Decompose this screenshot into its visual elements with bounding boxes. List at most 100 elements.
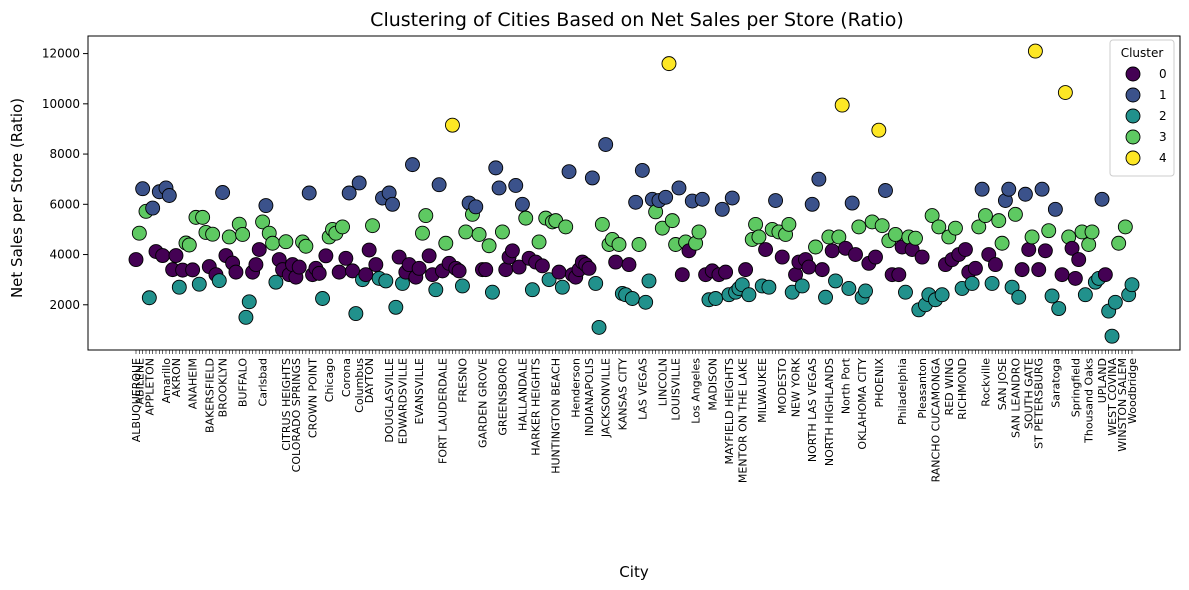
- point-cluster-1: [488, 160, 504, 176]
- x-tick-label: SAN LEANDRO: [1009, 358, 1022, 438]
- point-cluster-3: [971, 219, 987, 235]
- point-cluster-1: [145, 200, 161, 216]
- point-cluster-0: [318, 248, 334, 264]
- point-cluster-2: [898, 284, 913, 300]
- point-cluster-3: [654, 220, 670, 236]
- x-tick-label: FRESNO: [456, 358, 469, 403]
- point-cluster-3: [948, 220, 963, 236]
- point-cluster-0: [718, 264, 734, 280]
- point-cluster-1: [844, 195, 860, 211]
- point-cluster-1: [768, 193, 784, 208]
- x-tick-label: RED WING: [943, 358, 956, 415]
- x-tick-label: LAS VEGAS: [636, 358, 649, 420]
- x-tick-label: Rockville: [979, 358, 992, 407]
- point-cluster-0: [228, 264, 244, 280]
- point-cluster-0: [774, 249, 790, 265]
- point-cluster-0: [1054, 267, 1070, 283]
- point-cluster-2: [964, 275, 980, 291]
- legend-label: 0: [1159, 67, 1167, 81]
- point-cluster-3: [631, 237, 647, 252]
- point-cluster-3: [531, 234, 547, 250]
- point-cluster-0: [311, 265, 327, 281]
- point-cluster-0: [291, 259, 307, 275]
- point-cluster-3: [558, 219, 574, 235]
- point-cluster-3: [808, 239, 823, 255]
- point-cluster-0: [1021, 242, 1037, 257]
- point-cluster-3: [221, 229, 237, 245]
- x-tick-label: Springfield: [1069, 358, 1082, 417]
- point-cluster-1: [878, 183, 893, 198]
- x-tick-label: Philadelphia: [896, 358, 909, 425]
- point-cluster-1: [561, 164, 577, 180]
- point-cluster-1: [714, 201, 730, 217]
- x-tick-label: COLORADO SPRINGS: [290, 358, 303, 472]
- point-cluster-0: [957, 242, 973, 257]
- chart-title: Clustering of Cities Based on Net Sales …: [370, 9, 904, 31]
- point-cluster-2: [761, 279, 777, 295]
- point-cluster-0: [987, 257, 1003, 273]
- x-tick-label: Los Angeles: [690, 358, 703, 424]
- point-cluster-2: [554, 279, 570, 295]
- point-cluster-3: [594, 216, 610, 232]
- point-cluster-3: [924, 208, 940, 224]
- point-cluster-2: [171, 279, 187, 295]
- x-tick-label: GARDEN GROVE: [476, 358, 489, 448]
- point-cluster-1: [974, 181, 990, 197]
- x-tick-label: JACKSONVILLE: [600, 358, 613, 438]
- x-tick-label: RANCHO CUCAMONGA: [929, 358, 942, 483]
- point-cluster-0: [758, 242, 774, 257]
- plot-frame: [87, 35, 1181, 351]
- point-cluster-0: [498, 262, 514, 278]
- point-cluster-0: [451, 263, 467, 279]
- point-cluster-3: [994, 235, 1010, 251]
- point-cluster-0: [914, 249, 930, 265]
- legend-marker-1: [1125, 87, 1141, 103]
- x-tick-label: CITRUS HEIGHTS: [280, 358, 293, 451]
- x-tick-label: CROWN POINT: [307, 358, 320, 438]
- x-tick-label: NORTH LAS VEGAS: [806, 358, 819, 462]
- point-cluster-2: [858, 283, 873, 299]
- point-cluster-3: [415, 225, 430, 241]
- point-cluster-3: [1111, 235, 1127, 251]
- point-cluster-0: [674, 267, 690, 283]
- x-tick-label: Saratoga: [1049, 358, 1062, 408]
- point-cluster-1: [584, 170, 600, 186]
- x-tick-label: MILWAUKEE: [756, 358, 769, 423]
- point-cluster-2: [454, 278, 470, 294]
- point-cluster-3: [908, 230, 923, 246]
- x-tick-label: Henderson: [570, 358, 583, 418]
- legend-label: 1: [1159, 88, 1167, 102]
- legend-marker-2: [1125, 108, 1141, 124]
- y-tick-label: 8000: [49, 147, 80, 161]
- point-cluster-0: [421, 248, 437, 264]
- x-tick-label: ALBUQUERQUE: [130, 358, 143, 442]
- x-tick-label: Chicago: [323, 358, 336, 402]
- point-cluster-3: [471, 226, 487, 242]
- legend-label: 3: [1159, 130, 1167, 144]
- point-cluster-2: [1104, 328, 1120, 344]
- point-cluster-3: [781, 216, 797, 232]
- point-cluster-3: [458, 224, 474, 240]
- point-cluster-0: [891, 267, 907, 283]
- point-cluster-3: [977, 208, 993, 224]
- point-cluster-0: [621, 257, 637, 273]
- x-tick-label: HARKER HEIGHTS: [530, 358, 543, 456]
- point-cluster-2: [708, 291, 724, 306]
- x-tick-label: Amarillo: [160, 358, 173, 404]
- point-cluster-0: [581, 260, 597, 276]
- point-cluster-2: [348, 306, 364, 322]
- point-cluster-1: [694, 191, 710, 207]
- point-cluster-0: [361, 242, 377, 258]
- x-tick-label: WINSTON SALEM: [1116, 358, 1129, 452]
- point-cluster-4: [834, 97, 850, 113]
- x-tick-label: LOUISVILLE: [670, 358, 683, 421]
- point-cluster-2: [211, 273, 227, 289]
- x-axis-label: City: [619, 563, 649, 581]
- point-cluster-0: [155, 248, 171, 263]
- point-cluster-4: [661, 56, 677, 72]
- point-cluster-1: [1034, 181, 1050, 197]
- point-cluster-3: [664, 213, 680, 229]
- point-cluster-1: [811, 171, 827, 187]
- point-cluster-0: [504, 243, 520, 259]
